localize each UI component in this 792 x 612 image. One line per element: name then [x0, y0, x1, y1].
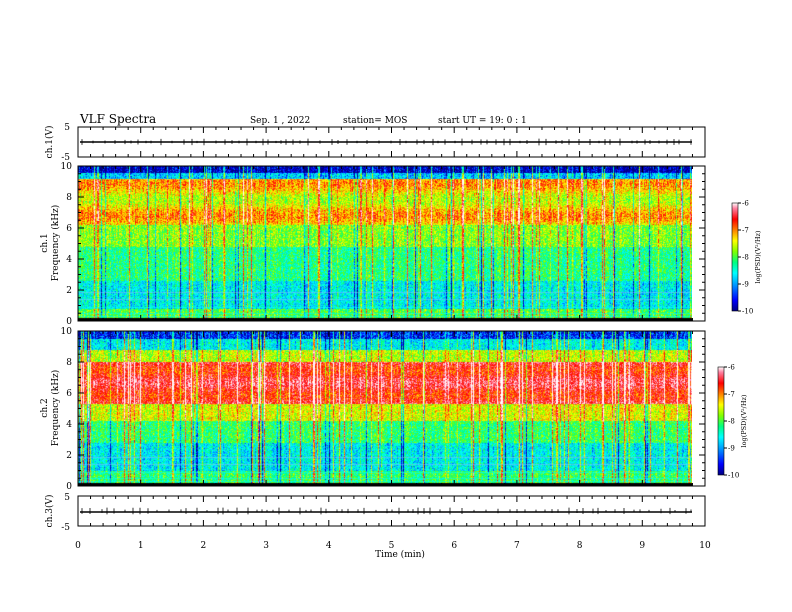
- ch2-channel-label: ch.2: [40, 398, 50, 417]
- ch3-ytick-top: 5: [64, 493, 70, 503]
- ch2-colorbar-label: log(PSD)(V²/Hz): [740, 394, 748, 447]
- ch3-waveform-ylabel: ch.3(V): [44, 495, 55, 528]
- ch2-spectrogram-ytick-label: 10: [61, 327, 73, 337]
- ch1-ytick-top: 5: [64, 123, 70, 133]
- time-axis-tick-label: 5: [389, 541, 395, 551]
- ch1-spectrogram-ytick-label: 2: [66, 286, 72, 296]
- ch2-spectrogram-ytick-label: 0: [66, 482, 72, 492]
- station-label: station= MOS: [343, 116, 407, 126]
- time-axis-tick-label: 6: [451, 541, 457, 551]
- time-axis-tick-label: 4: [326, 541, 332, 551]
- ch2-colorbar-tick-label: -8: [728, 418, 735, 426]
- time-axis-tick-labels: 0 1 2 3 4 5 6 7 8 9 10: [75, 541, 711, 551]
- ch1-colorbar-tick-label: -8: [742, 254, 749, 262]
- time-axis-tick-label: 1: [138, 541, 144, 551]
- ch2-colorbar-tick-label: -6: [728, 364, 735, 372]
- ch1-spectrogram-ytick-label: 4: [66, 255, 72, 265]
- ch1-spectrogram-panel: 0 2 4 6 8 10 ch.1 Frequency (kHz) -6 -7 -8 -9 -10…: [40, 162, 762, 327]
- ch1-colorbar-label: log(PSD)(V²/Hz): [754, 230, 762, 283]
- ch1-colorbar-tick-label: -10: [742, 308, 753, 316]
- ch2-spectrogram-ytick-label: 8: [66, 358, 72, 368]
- ch1-spectrogram-ytick-label: 8: [66, 193, 72, 203]
- ch2-spectrogram-image: [78, 331, 692, 486]
- spectrogram-raster: [78, 331, 692, 486]
- ch1-waveform-panel: 5 -5 ch.1(V): [44, 123, 706, 163]
- ch1-spectrogram-ytick-label: 0: [66, 317, 72, 327]
- time-axis-tick-label: 8: [577, 541, 583, 551]
- time-axis-tick-label: 10: [699, 541, 711, 551]
- ch1-colorbar-tick-label: -9: [742, 281, 749, 289]
- ch1-colorbar: [732, 203, 738, 311]
- ch2-spectrogram-ytick-label: 4: [66, 420, 72, 430]
- ch2-spectrogram-ytick-label: 6: [66, 389, 72, 399]
- ch1-waveform-ylabel: ch.1(V): [44, 126, 55, 159]
- ch1-spectrogram-image: [78, 166, 692, 321]
- ch1-spectrogram-ytick-label: 6: [66, 224, 72, 234]
- time-axis-tick-label: 2: [201, 541, 207, 551]
- time-axis-tick-label: 9: [639, 541, 645, 551]
- ch2-colorbar-tick-label: -9: [728, 445, 735, 453]
- ch2-colorbar: [718, 367, 724, 475]
- ch1-spectrogram-ytick-label: 10: [61, 162, 73, 172]
- ch2-spectrogram-ytick-label: 2: [66, 451, 72, 461]
- time-axis-tick-label: 7: [514, 541, 520, 551]
- ch2-colorbar-tick-label: -7: [728, 391, 735, 399]
- ch1-colorbar-tick-label: -6: [742, 200, 749, 208]
- figure-title: VLF Spectra: [79, 112, 156, 126]
- ch2-frequency-label: Frequency (kHz): [50, 370, 61, 447]
- time-axis-tick-label: 0: [75, 541, 81, 551]
- ch1-colorbar-tick-label: -7: [742, 227, 749, 235]
- ch1-ytick-bottom: -5: [61, 153, 70, 163]
- ch3-waveform-panel: 5 -5 ch.3(V): [44, 493, 706, 533]
- ch3-ytick-bottom: -5: [61, 523, 70, 533]
- ch2-colorbar-frame: [717, 366, 725, 476]
- time-axis-label: Time (min): [375, 549, 425, 560]
- ch1-channel-label: ch.1: [40, 233, 50, 252]
- date-label: Sep. 1 , 2022: [250, 116, 310, 126]
- ch2-colorbar-tick-label: -10: [728, 472, 739, 480]
- ch1-colorbar-frame: [731, 202, 739, 312]
- time-axis-tick-label: 3: [263, 541, 269, 551]
- ch1-frequency-label: Frequency (kHz): [50, 205, 61, 282]
- start-time-label: start UT = 19: 0 : 1: [438, 116, 527, 126]
- spectrogram-raster: [78, 166, 692, 321]
- ch2-spectrogram-panel: 0 2 4 6 8 10 ch.2 Frequency (kHz) -6 -7 -8 -9 -10…: [40, 327, 748, 492]
